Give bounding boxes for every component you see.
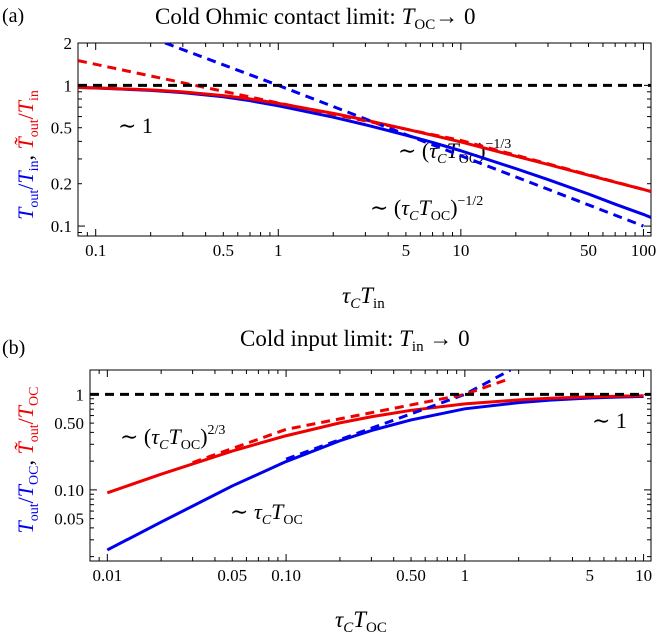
panel-b-y-tick-label: 0.10 xyxy=(54,481,84,500)
panel-b-x-tick-label: 0.01 xyxy=(92,566,122,585)
panel-a-y-tick-label: 1 xyxy=(64,76,73,95)
panel-b-annotation-linear: ∼ τCTOC xyxy=(230,499,303,528)
panel-a-y-tick-label: 0.2 xyxy=(51,175,72,194)
panel-b-y-tick-label: 1 xyxy=(76,385,85,404)
panel-b-series-0-solid-line xyxy=(106,394,644,552)
panel-b-series-3-dashed-line xyxy=(192,376,511,465)
panel-b-series-1-solid-line xyxy=(106,394,644,495)
panel-a-y-tick-label: 2 xyxy=(64,34,73,53)
panel-b-annotation-const: ∼ 1 xyxy=(592,408,627,433)
panel-b-ylabel: Tout/TOC, T̃out/TOC xyxy=(13,387,42,534)
panel-a-xlabel: τCTin xyxy=(342,283,385,312)
panel-b-annotation-twothirds: ∼ (τCTOC)2/3 xyxy=(120,423,225,453)
panel-a-label: (a) xyxy=(2,5,24,27)
panel-a-title: Cold Ohmic contact limit: TOC→ 0 xyxy=(155,4,475,33)
panel-b-x-tick-label: 0.50 xyxy=(396,566,426,585)
panel-b-frame xyxy=(89,369,652,562)
panel-b-x-tick-label: 0.10 xyxy=(271,566,301,585)
panel-a-x-tick-label: 50 xyxy=(580,241,597,260)
panel-a-x-tick-label: 0.1 xyxy=(85,241,106,260)
panel-b-series-2-dashed-line xyxy=(285,370,512,461)
panel-a-annotation-const: ∼ 1 xyxy=(118,113,153,138)
panel-b-label: (b) xyxy=(2,337,25,359)
panel-a-y-tick-label: 0.1 xyxy=(51,217,72,236)
panel-b-y-tick-label: 0.05 xyxy=(54,510,84,529)
panel-a-series-3-dashed-line xyxy=(78,59,651,193)
panel-a-series-2-dashed-line xyxy=(164,43,644,228)
panel-a-x-tick-label: 10 xyxy=(452,241,469,260)
panel-b-x-tick-label: 5 xyxy=(586,566,595,585)
panel-a-frame xyxy=(77,42,652,237)
panel-a-x-tick-label: 100 xyxy=(631,241,657,260)
panel-b-title: Cold input limit: Tin → 0 xyxy=(240,326,470,355)
panel-a-annotation-half: ∼ (τCTOC)−1/2 xyxy=(370,194,483,224)
panel-b-xlabel: τCTOC xyxy=(335,607,387,636)
panel-b-y-tick-label: 0.50 xyxy=(54,414,84,433)
panel-b-x-tick-label: 1 xyxy=(461,566,470,585)
panel-a-x-tick-label: 0.5 xyxy=(213,241,234,260)
panel-b-x-tick-label: 0.05 xyxy=(217,566,247,585)
panel-a-y-tick-label: 0.5 xyxy=(51,119,72,138)
panel-b-plot: 0.01 0.05 0.10 0.50 1 5 10 0.05 0.10 0.50 1 xyxy=(54,369,652,585)
panel-a-series-1-solid-line xyxy=(78,85,651,193)
panel-b-x-tick-label: 10 xyxy=(635,566,652,585)
panel-a-plot: 0.1 0.5 1 5 10 50 100 0.1 0.2 0.5 1 2 xyxy=(51,34,656,260)
panel-a-ylabel: Tout/Tin, T̃out/Tin xyxy=(13,90,42,220)
panel-a-x-tick-label: 5 xyxy=(402,241,411,260)
panel-a-series-0-solid-line xyxy=(78,85,651,219)
panel-a-x-tick-label: 1 xyxy=(274,241,283,260)
